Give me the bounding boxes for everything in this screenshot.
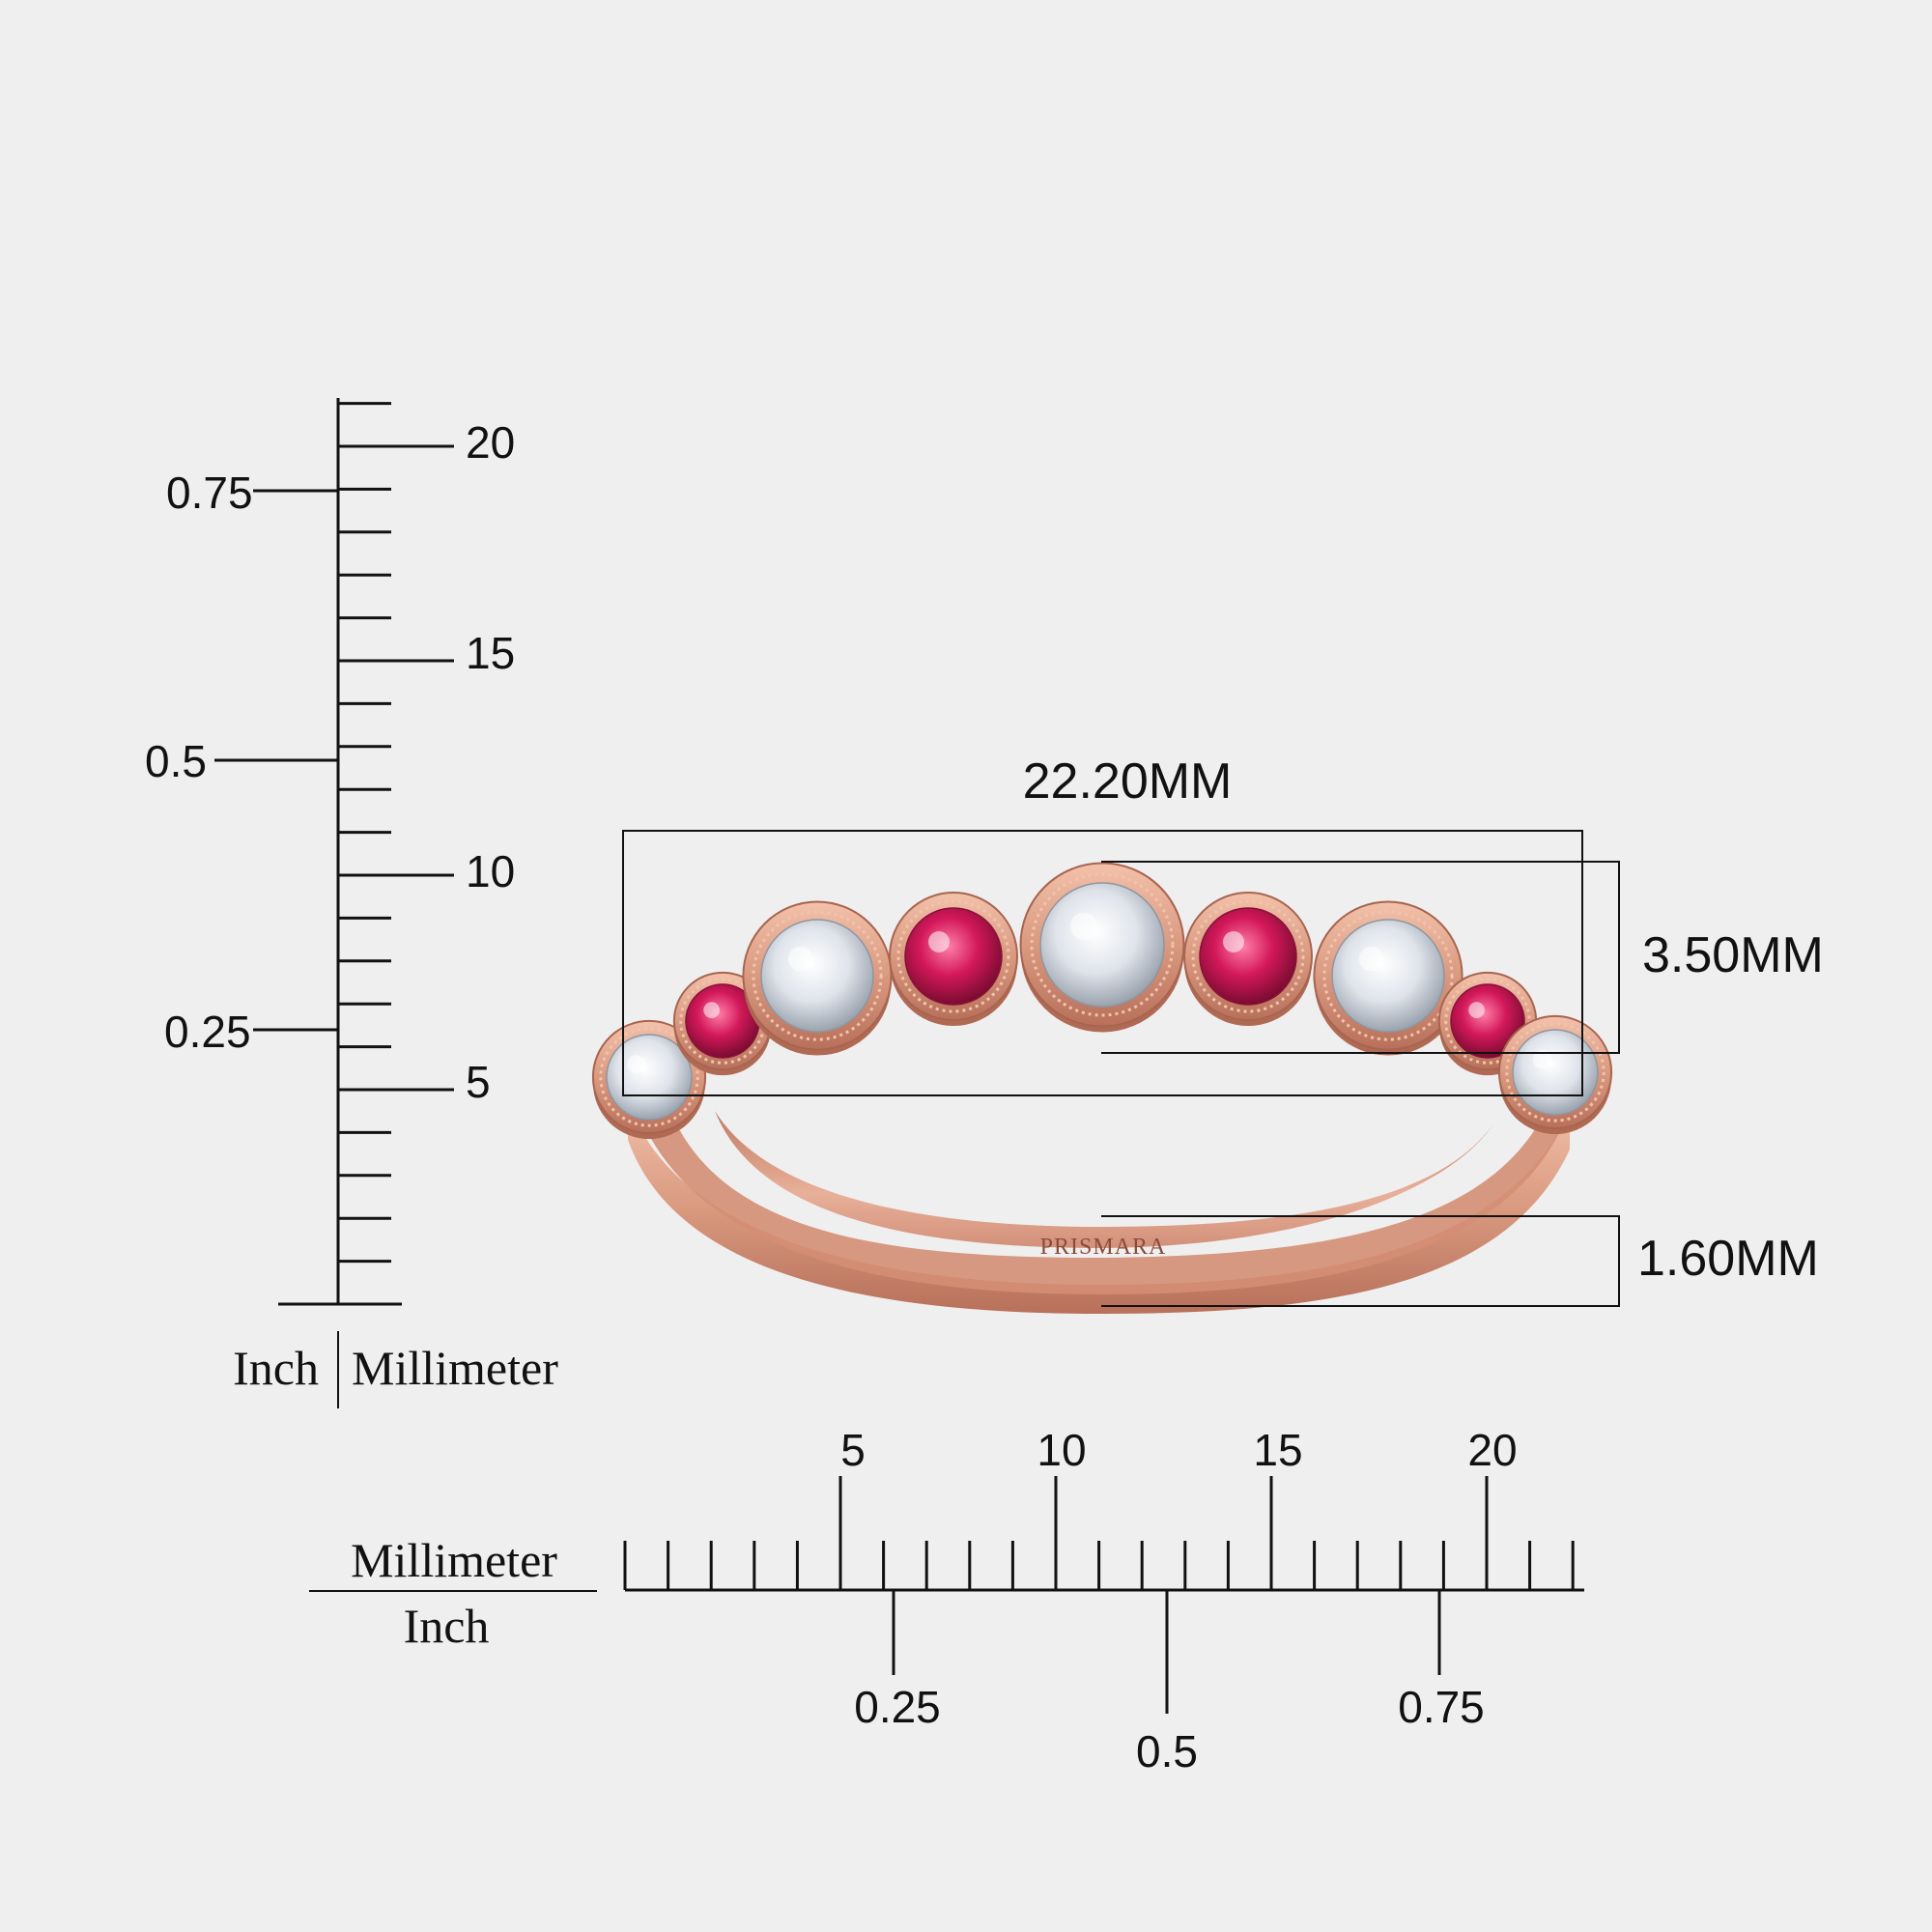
- ring-band-body: [638, 1101, 1565, 1294]
- width-dimension-box: [622, 830, 1583, 1096]
- horizontal-ruler-ticks: [623, 1476, 1575, 1590]
- ring-stones: [591, 862, 1613, 1140]
- horizontal-ruler: 5 10 15 20 0.25 0.5 0.75 Millimeter Inch: [309, 1425, 1584, 1776]
- gem-highlight: [1358, 946, 1384, 972]
- vertical-unit-inch: Inch: [233, 1341, 319, 1395]
- horizontal-inch-label-025: 0.25: [854, 1682, 941, 1732]
- vertical-ruler: 20 15 10 5 0.75 0.5 0.25 Inch Millimeter: [145, 398, 558, 1408]
- dimension-callouts: 22.20MM 3.50MM 1.60MM: [622, 753, 1824, 1307]
- gem-highlight: [787, 946, 813, 972]
- gem-highlight: [1533, 1050, 1552, 1069]
- milgrain-edge: [896, 899, 1010, 1013]
- white-diamond: [1331, 919, 1445, 1033]
- gem-highlight: [1069, 912, 1097, 940]
- milgrain-edge: [1030, 872, 1175, 1017]
- milgrain-edge: [1505, 1022, 1605, 1122]
- horizontal-inch-label-075: 0.75: [1398, 1682, 1485, 1732]
- white-diamond: [1512, 1029, 1599, 1116]
- gem-highlight: [928, 931, 950, 952]
- horizontal-unit-inch: Inch: [404, 1599, 490, 1653]
- band-dimension-label: 1.60MM: [1637, 1231, 1819, 1287]
- pink-gemstone: [904, 907, 1003, 1006]
- pink-gemstone: [1450, 983, 1525, 1059]
- white-diamond: [606, 1034, 693, 1121]
- horizontal-mm-label-5: 5: [840, 1425, 866, 1475]
- vertical-inch-label-075: 0.75: [166, 468, 253, 518]
- milgrain-edge: [752, 910, 883, 1041]
- milgrain-edge: [1191, 899, 1305, 1013]
- vertical-mm-label-5: 5: [466, 1057, 491, 1107]
- pink-gemstone: [1199, 907, 1297, 1006]
- white-diamond: [760, 919, 874, 1033]
- vertical-inch-label-025: 0.25: [164, 1007, 251, 1057]
- horizontal-mm-label-20: 20: [1467, 1425, 1517, 1475]
- ring-band-inner: [715, 1111, 1492, 1248]
- horizontal-inch-label-05: 0.5: [1136, 1726, 1198, 1776]
- gem-highlight: [1223, 931, 1244, 952]
- ring-engraving: PRISMARA: [1040, 1235, 1167, 1260]
- vertical-inch-label-05: 0.5: [145, 736, 207, 786]
- horizontal-unit-millimeter: Millimeter: [351, 1533, 557, 1587]
- milgrain-edge: [1322, 910, 1454, 1041]
- band-dimension-bracket: [1101, 1215, 1620, 1307]
- gem-highlight: [1468, 1002, 1485, 1018]
- horizontal-mm-label-10: 10: [1037, 1425, 1086, 1475]
- width-dimension-label: 22.20MM: [1023, 753, 1233, 810]
- vertical-unit-millimeter: Millimeter: [352, 1341, 558, 1395]
- white-diamond: [1039, 882, 1165, 1008]
- milgrain-edge: [1444, 978, 1531, 1065]
- vertical-ruler-ticks: [338, 402, 454, 1264]
- height-dimension-label: 3.50MM: [1642, 927, 1824, 983]
- horizontal-mm-label-15: 15: [1253, 1425, 1302, 1475]
- vertical-mm-label-20: 20: [466, 417, 515, 468]
- height-dimension-bracket: [1101, 861, 1620, 1054]
- ring-illustration: PRISMARA: [591, 862, 1613, 1314]
- vertical-mm-label-10: 10: [466, 846, 515, 896]
- gem-highlight: [627, 1055, 646, 1074]
- vertical-mm-label-15: 15: [466, 628, 515, 678]
- gem-highlight: [703, 1002, 720, 1018]
- milgrain-edge: [599, 1027, 699, 1127]
